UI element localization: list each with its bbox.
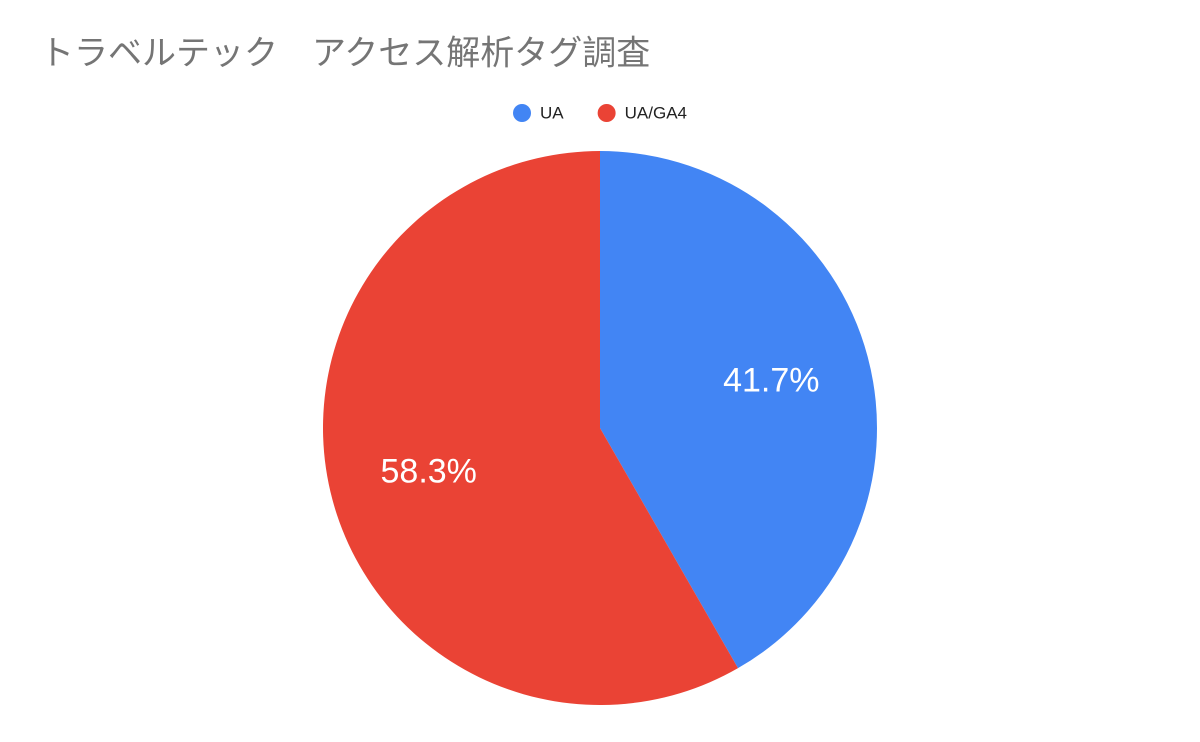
- pie-slice: [322, 151, 738, 705]
- legend-label: UA: [540, 103, 564, 122]
- legend-marker: [597, 104, 616, 122]
- pie-slice: [600, 151, 877, 669]
- legend-label: UA/GA4: [625, 103, 687, 122]
- slice-label: 41.7%: [723, 361, 819, 399]
- legend: UA UA/GA4: [513, 103, 687, 122]
- chart-title: トラベルテック アクセス解析タグ調査: [40, 34, 650, 74]
- legend-marker: [513, 104, 532, 122]
- slice-label: 58.3%: [381, 453, 477, 491]
